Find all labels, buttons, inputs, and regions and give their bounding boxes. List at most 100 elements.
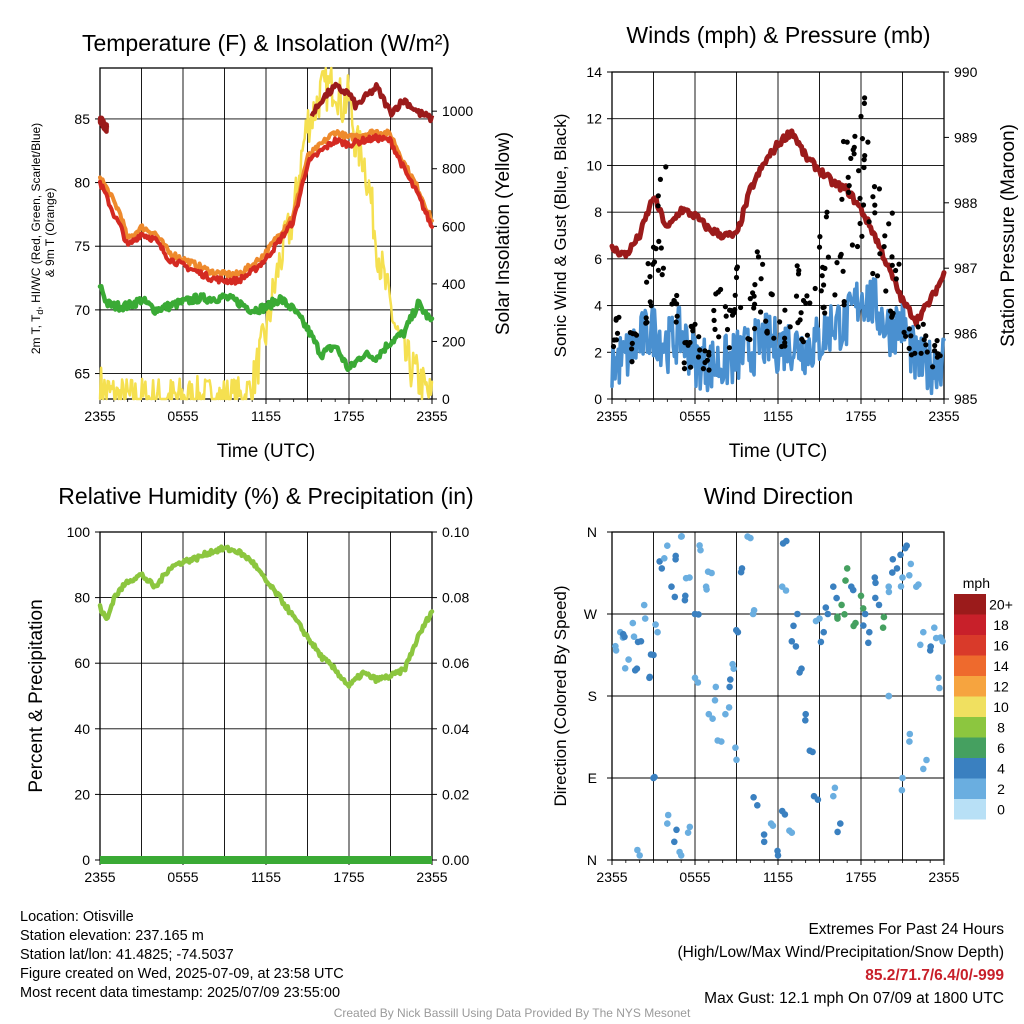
colorbar-swatch: [954, 614, 986, 635]
direction-point: [634, 846, 641, 854]
gust-point: [687, 364, 694, 370]
direction-point: [726, 683, 733, 691]
colorbar-tick-label: 8: [997, 719, 1005, 735]
gust-point: [930, 364, 936, 370]
direction-point: [668, 583, 675, 590]
direction-point: [750, 794, 757, 801]
gust-point: [702, 348, 708, 354]
direction-point: [796, 669, 803, 676]
pressure-y2tick-label: 987: [954, 260, 978, 276]
wind-speed-ytick-label: 14: [586, 64, 602, 80]
gust-point: [871, 184, 878, 190]
winds-x-axis-label: Time (UTC): [729, 441, 828, 462]
ylabel-part: , HI/WC (Red, Green, Scarlet/Blue): [29, 123, 43, 310]
gust-point: [752, 326, 758, 332]
direction-point: [814, 796, 822, 803]
gust-point: [692, 321, 698, 327]
gust-point: [614, 330, 621, 336]
colorbar-swatch: [954, 737, 986, 758]
direction-point: [817, 638, 825, 646]
precipitation-y2tick-label: 0.00: [442, 852, 469, 868]
direction-point: [841, 611, 848, 618]
gust-point: [650, 244, 657, 250]
direction-point: [733, 756, 740, 764]
colorbar-tick-label: 12: [993, 678, 1009, 694]
direction-point: [857, 592, 865, 600]
direction-point: [920, 765, 927, 773]
pressure-y2tick-label: 990: [954, 64, 978, 80]
direction-point: [889, 556, 897, 563]
solar-insolation-line: [98, 66, 434, 401]
direction-point: [678, 533, 685, 540]
direction-ytick-label: N: [587, 852, 597, 868]
relative-humidity-line: [97, 544, 435, 689]
direction-point: [694, 679, 702, 686]
extremes-values: 85.2/71.7/6.4/0/-999: [865, 967, 1004, 984]
gust-point: [862, 95, 868, 101]
colorbar-swatch: [954, 676, 986, 697]
gust-point: [861, 100, 868, 106]
gust-point: [804, 332, 811, 338]
ylabel-subscript: d: [35, 310, 45, 315]
gust-point: [760, 261, 766, 267]
direction-point: [656, 558, 663, 565]
direction-point: [792, 643, 800, 650]
gust-point: [908, 352, 915, 358]
gust-point: [798, 310, 804, 316]
gust-point: [820, 304, 826, 311]
extremes-title: Extremes For Past 24 Hours: [808, 921, 1004, 938]
gust-point: [860, 202, 867, 208]
gust-point: [877, 251, 883, 257]
extremes-box: Extremes For Past 24 Hours (High/Low/Max…: [678, 918, 1005, 1010]
humidity-xtick-label: 2355: [84, 869, 115, 885]
direction-point: [676, 848, 683, 856]
gust-point: [870, 270, 876, 277]
humidity-ytick-label: 100: [67, 524, 91, 540]
gust-point: [817, 234, 823, 240]
gust-point: [857, 195, 863, 201]
direction-point: [936, 684, 943, 692]
gust-point: [655, 203, 661, 209]
direction-point: [885, 692, 893, 700]
direction-point: [802, 710, 809, 718]
gust-point: [647, 299, 653, 305]
direction-point: [843, 565, 851, 572]
gust-point: [881, 244, 887, 250]
precipitation-y2tick-label: 0.04: [442, 721, 469, 737]
colorbar-tick-label: 6: [997, 740, 1005, 756]
gust-point: [865, 139, 871, 145]
direction-point: [880, 613, 888, 621]
precipitation-y2tick-label: 0.08: [442, 590, 469, 606]
gust-point: [854, 243, 861, 250]
gust-point: [723, 313, 729, 319]
temperature-ytick-label: 70: [74, 302, 90, 318]
gust-point: [752, 282, 758, 288]
gust-point: [889, 254, 895, 260]
gust-point: [629, 359, 635, 365]
temperature-xtick-label: 0555: [167, 408, 198, 424]
gust-point: [764, 330, 770, 336]
gust-point: [915, 324, 921, 330]
direction-point: [630, 633, 638, 640]
direction-point: [725, 704, 733, 711]
wind-axis-label: Sonic Wind & Gust (Blue, Black): [551, 114, 570, 358]
gust-point: [782, 307, 788, 313]
gust-point: [711, 317, 717, 323]
gust-point: [800, 339, 807, 345]
direction-point: [917, 641, 924, 649]
direction-point: [830, 583, 837, 590]
gust-point: [690, 328, 696, 334]
temperature-xtick-label: 2355: [84, 408, 115, 424]
gust-point: [711, 307, 717, 314]
gust-point: [934, 338, 940, 344]
gust-point: [704, 357, 711, 363]
direction-point: [937, 634, 944, 641]
gust-point: [771, 335, 777, 341]
gust-point: [700, 366, 707, 372]
gust-point: [845, 174, 851, 180]
gust-point: [859, 233, 865, 239]
gust-point: [862, 153, 868, 159]
direction-point: [872, 579, 879, 587]
wind-speed-ytick-label: 10: [586, 157, 602, 173]
heat-index-line: [309, 81, 435, 124]
